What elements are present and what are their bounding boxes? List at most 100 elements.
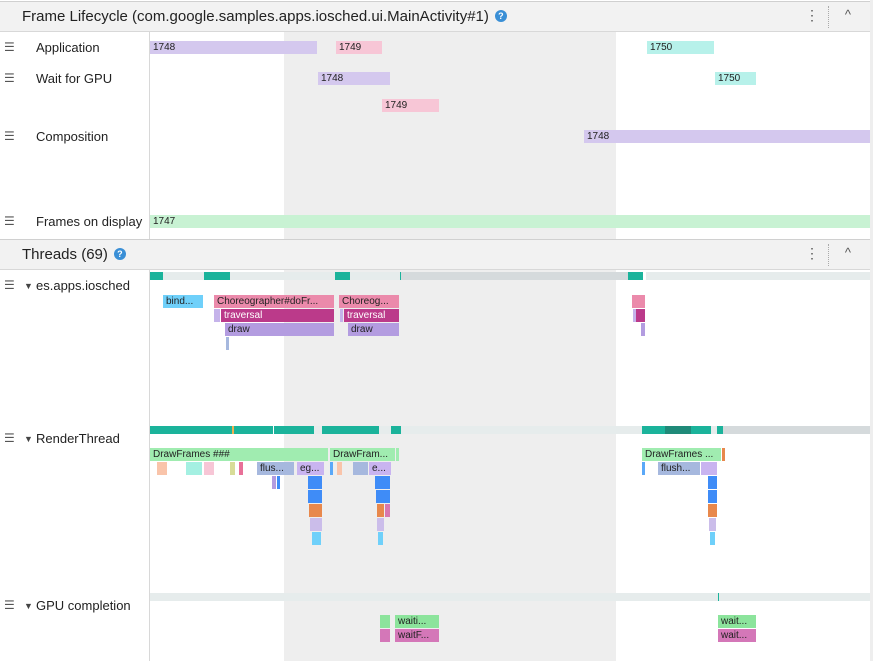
slice[interactable]: traversal [344, 309, 399, 322]
slice[interactable] [308, 490, 322, 503]
slice[interactable]: traversal [221, 309, 334, 322]
slice[interactable] [230, 462, 235, 475]
drag-handle-icon[interactable]: ☰ [4, 40, 15, 54]
slice[interactable] [642, 462, 645, 475]
drag-handle-icon[interactable]: ☰ [4, 71, 15, 85]
collapse-icon[interactable]: ^ [844, 7, 851, 22]
slice[interactable] [710, 532, 715, 545]
slice[interactable] [709, 518, 716, 531]
slice[interactable]: wait... [718, 615, 756, 628]
section-title: Threads (69)? [22, 246, 126, 263]
slice[interactable] [272, 476, 276, 489]
slice[interactable]: DrawFrames ... [642, 448, 721, 461]
slice[interactable]: DrawFram... [330, 448, 395, 461]
collapse-icon[interactable]: ^ [844, 245, 851, 260]
drag-handle-icon[interactable]: ☰ [4, 431, 15, 445]
slice[interactable] [157, 462, 167, 475]
frame-bar[interactable]: 1750 [647, 41, 714, 54]
frame-bar[interactable]: 1750 [715, 72, 756, 85]
slice[interactable] [385, 504, 390, 517]
drag-handle-icon[interactable]: ☰ [4, 278, 15, 292]
slice[interactable] [378, 532, 383, 545]
scrollbar[interactable] [870, 0, 873, 661]
slice[interactable] [380, 615, 390, 628]
divider [828, 6, 829, 28]
thread-state-segment [322, 426, 379, 434]
thread-state-segment [150, 272, 163, 280]
slice[interactable] [375, 476, 390, 489]
slice[interactable] [353, 462, 368, 475]
slice[interactable]: waiti... [395, 615, 439, 628]
slice[interactable] [377, 518, 384, 531]
slice[interactable] [204, 462, 214, 475]
slice[interactable] [310, 518, 322, 531]
threads-header: Threads (69)? ⋮ ^ [0, 239, 873, 270]
drag-handle-icon[interactable]: ☰ [4, 598, 15, 612]
slice[interactable]: Choreog... [339, 295, 399, 308]
thread-state-segment [723, 426, 873, 434]
track-label-wait-for-gpu: Wait for GPU [36, 71, 113, 86]
expand-triangle-icon[interactable]: ▼ [24, 281, 33, 291]
frame-bar[interactable]: 1747 [150, 215, 873, 228]
slice[interactable] [277, 476, 280, 489]
slice[interactable] [330, 462, 333, 475]
slice[interactable] [309, 504, 322, 517]
thread-state-segment [402, 426, 617, 434]
drag-handle-icon[interactable]: ☰ [4, 129, 15, 143]
slice[interactable] [701, 462, 717, 475]
slice[interactable]: waitF... [395, 629, 439, 642]
slice[interactable] [641, 323, 645, 336]
help-icon[interactable]: ? [494, 10, 507, 22]
slice[interactable] [376, 490, 390, 503]
slice[interactable] [337, 462, 342, 475]
more-options-icon[interactable]: ⋮ [805, 7, 819, 23]
thread-state-segment [643, 272, 646, 280]
slice[interactable]: Choreographer#doFr... [214, 295, 334, 308]
expand-triangle-icon[interactable]: ▼ [24, 434, 33, 444]
slice[interactable]: DrawFrames ### [150, 448, 328, 461]
slice[interactable]: bind... [163, 295, 203, 308]
slice[interactable]: wait... [718, 629, 756, 642]
slice[interactable]: e... [369, 462, 391, 475]
slice[interactable] [214, 309, 220, 322]
slice[interactable] [340, 309, 343, 322]
slice[interactable] [226, 337, 229, 350]
thread-state-segment [691, 426, 711, 434]
help-icon[interactable]: ? [113, 248, 126, 260]
slice[interactable]: draw [225, 323, 334, 336]
slice[interactable]: flush... [658, 462, 700, 475]
slice[interactable] [708, 476, 717, 489]
slice[interactable] [377, 504, 384, 517]
thread-label-renderthread: RenderThread [36, 431, 120, 446]
thread-state-bar[interactable] [150, 593, 873, 601]
frame-bar[interactable]: 1749 [382, 99, 439, 112]
slice[interactable] [308, 476, 322, 489]
thread-state-segment [717, 426, 723, 434]
drag-handle-icon[interactable]: ☰ [4, 214, 15, 228]
slice[interactable]: flus... [257, 462, 294, 475]
selection-range[interactable] [284, 32, 616, 239]
divider [149, 32, 150, 239]
slice[interactable] [239, 462, 243, 475]
frame-bar[interactable]: 1748 [150, 41, 317, 54]
expand-triangle-icon[interactable]: ▼ [24, 601, 33, 611]
slice[interactable]: eg... [297, 462, 324, 475]
slice[interactable] [636, 309, 645, 322]
slice[interactable] [708, 504, 717, 517]
more-options-icon[interactable]: ⋮ [805, 245, 819, 261]
slice[interactable] [632, 295, 645, 308]
frame-bar[interactable]: 1748 [318, 72, 390, 85]
slice[interactable] [396, 448, 399, 461]
slice[interactable]: draw [348, 323, 399, 336]
slice[interactable] [380, 629, 390, 642]
frame-bar[interactable]: 1749 [336, 41, 382, 54]
slice[interactable] [186, 462, 202, 475]
slice[interactable] [722, 448, 725, 461]
thread-state-segment [204, 272, 230, 280]
frame-bar[interactable]: 1748 [584, 130, 873, 143]
slice[interactable] [633, 309, 636, 322]
slice[interactable] [708, 490, 717, 503]
slice[interactable] [312, 532, 321, 545]
track-label-application: Application [36, 40, 100, 55]
thread-state-segment [400, 272, 401, 280]
